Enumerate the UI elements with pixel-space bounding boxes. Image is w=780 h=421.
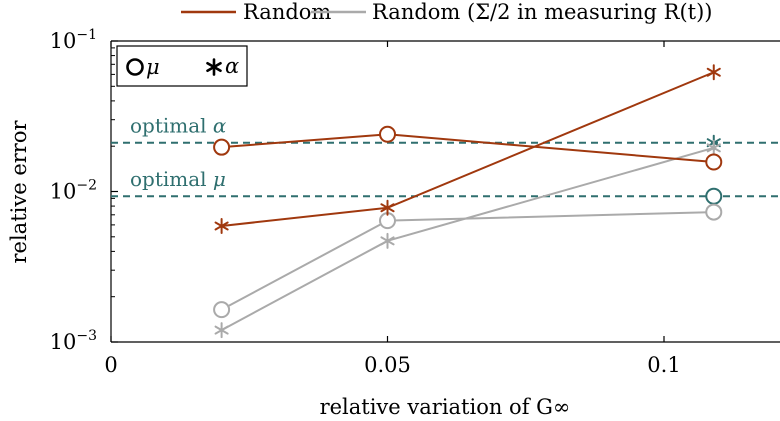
- data-point: [216, 323, 228, 337]
- series-line: [222, 134, 714, 162]
- y-tick-label: 10−3: [50, 328, 97, 354]
- x-axis-label: relative variation of G∞: [320, 395, 571, 419]
- reference-marker: [706, 189, 721, 204]
- data-point: [380, 127, 395, 142]
- marker-legend-alpha: α: [225, 54, 239, 78]
- x-tick-label: 0.05: [364, 353, 411, 377]
- data-point: [381, 234, 393, 248]
- x-tick-label: 0.1: [647, 353, 680, 377]
- data-point: [706, 155, 721, 170]
- marker-legend: μ α: [117, 46, 247, 86]
- data-point: [708, 141, 720, 155]
- y-tick-label: 10−2: [50, 178, 97, 204]
- data-point: [706, 205, 721, 220]
- legend-label-random-half: Random (Σ/2 in measuring R(t)): [372, 0, 712, 24]
- series-line: [222, 212, 714, 310]
- data-point: [708, 65, 720, 79]
- reference-line-label: optimal μ: [130, 167, 226, 191]
- data-point: [214, 140, 229, 155]
- y-tick-label: 10−1: [50, 27, 97, 53]
- top-legend: Random Random (Σ/2 in measuring R(t)): [181, 0, 712, 24]
- x-tick-label: 0: [104, 353, 117, 377]
- marker-legend-mu: μ: [146, 55, 160, 79]
- data-point: [214, 302, 229, 317]
- y-axis-label: relative error: [7, 120, 31, 264]
- reference-line-label: optimal α: [130, 114, 227, 138]
- series: [214, 65, 721, 337]
- series-line: [222, 72, 714, 226]
